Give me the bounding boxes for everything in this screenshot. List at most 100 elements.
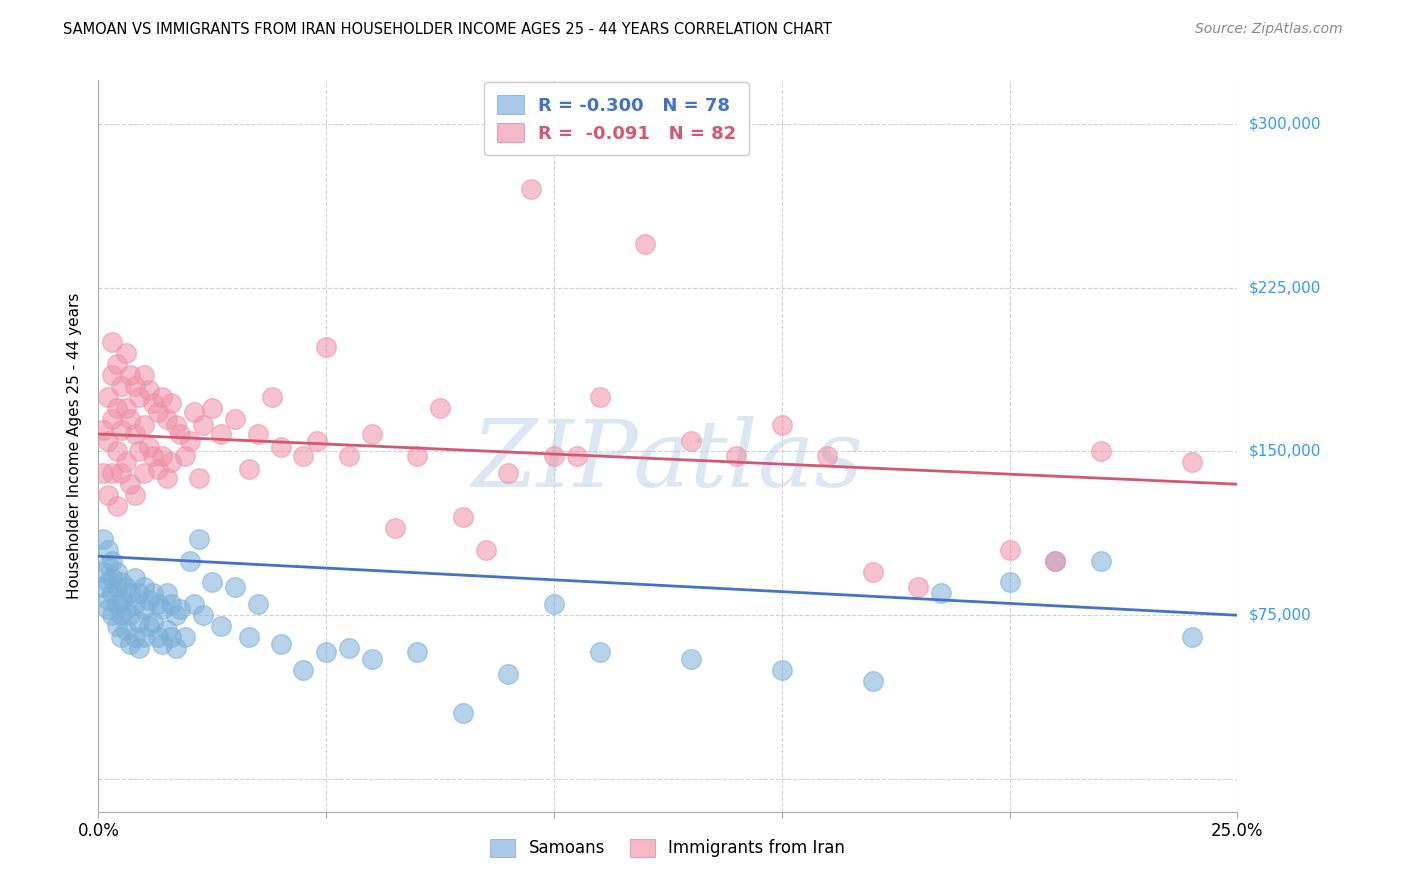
Point xyxy=(156,624,179,638)
Point xyxy=(201,575,224,590)
Point xyxy=(142,615,165,629)
Point xyxy=(862,565,884,579)
Point xyxy=(114,624,136,638)
Point xyxy=(120,477,142,491)
Point xyxy=(770,418,793,433)
Point xyxy=(224,411,246,425)
Point xyxy=(128,615,150,629)
Point xyxy=(105,580,128,594)
Point xyxy=(124,630,146,644)
Point xyxy=(146,630,169,644)
Point xyxy=(96,390,118,404)
Point xyxy=(105,565,128,579)
Point xyxy=(160,396,183,410)
Point xyxy=(224,580,246,594)
Point xyxy=(105,619,128,633)
Point xyxy=(120,637,142,651)
Point xyxy=(150,601,173,615)
Point xyxy=(179,554,201,568)
Point xyxy=(238,462,260,476)
Point xyxy=(498,667,520,681)
Point xyxy=(156,470,179,484)
Point xyxy=(429,401,451,415)
Point xyxy=(1043,554,1066,568)
Point xyxy=(101,554,124,568)
Point xyxy=(406,449,429,463)
Point xyxy=(451,706,474,721)
Point xyxy=(96,542,118,557)
Point xyxy=(110,593,132,607)
Point xyxy=(105,357,128,371)
Point xyxy=(520,182,543,196)
Point xyxy=(114,580,136,594)
Point xyxy=(770,663,793,677)
Point xyxy=(114,401,136,415)
Point xyxy=(138,440,160,454)
Point xyxy=(91,423,114,437)
Point xyxy=(588,645,610,659)
Point xyxy=(1181,455,1204,469)
Point xyxy=(101,571,124,585)
Point xyxy=(246,427,269,442)
Point xyxy=(209,427,232,442)
Text: $300,000: $300,000 xyxy=(1249,117,1320,131)
Point xyxy=(1181,630,1204,644)
Point xyxy=(307,434,329,448)
Point xyxy=(138,619,160,633)
Point xyxy=(187,532,209,546)
Text: $225,000: $225,000 xyxy=(1249,280,1320,295)
Point xyxy=(183,597,205,611)
Y-axis label: Householder Income Ages 25 - 44 years: Householder Income Ages 25 - 44 years xyxy=(67,293,83,599)
Text: ZIPatlas: ZIPatlas xyxy=(472,416,863,506)
Point xyxy=(1090,554,1112,568)
Point xyxy=(201,401,224,415)
Text: $75,000: $75,000 xyxy=(1249,607,1312,623)
Point xyxy=(183,405,205,419)
Point xyxy=(101,467,124,481)
Point xyxy=(165,608,187,623)
Point xyxy=(120,368,142,382)
Point xyxy=(101,411,124,425)
Point xyxy=(132,601,155,615)
Point xyxy=(124,379,146,393)
Point xyxy=(360,427,382,442)
Point xyxy=(679,652,702,666)
Point xyxy=(124,427,146,442)
Point xyxy=(101,586,124,600)
Point xyxy=(150,390,173,404)
Point xyxy=(174,449,197,463)
Point xyxy=(187,470,209,484)
Point xyxy=(91,580,114,594)
Point xyxy=(193,418,215,433)
Point xyxy=(169,601,191,615)
Point xyxy=(91,467,114,481)
Text: SAMOAN VS IMMIGRANTS FROM IRAN HOUSEHOLDER INCOME AGES 25 - 44 YEARS CORRELATION: SAMOAN VS IMMIGRANTS FROM IRAN HOUSEHOLD… xyxy=(63,22,832,37)
Point xyxy=(165,418,187,433)
Point xyxy=(114,601,136,615)
Text: Source: ZipAtlas.com: Source: ZipAtlas.com xyxy=(1195,22,1343,37)
Point xyxy=(142,586,165,600)
Point xyxy=(110,608,132,623)
Point xyxy=(101,335,124,350)
Point xyxy=(150,449,173,463)
Text: $150,000: $150,000 xyxy=(1249,444,1320,459)
Point xyxy=(105,597,128,611)
Point xyxy=(498,467,520,481)
Point xyxy=(815,449,838,463)
Point xyxy=(165,640,187,655)
Point xyxy=(132,580,155,594)
Point xyxy=(292,449,315,463)
Point xyxy=(929,586,952,600)
Point xyxy=(96,558,118,572)
Point xyxy=(169,427,191,442)
Point xyxy=(146,405,169,419)
Point xyxy=(96,575,118,590)
Point xyxy=(101,608,124,623)
Point xyxy=(238,630,260,644)
Point xyxy=(120,586,142,600)
Point xyxy=(160,597,183,611)
Point xyxy=(292,663,315,677)
Point xyxy=(132,630,155,644)
Point xyxy=(146,597,169,611)
Point xyxy=(132,368,155,382)
